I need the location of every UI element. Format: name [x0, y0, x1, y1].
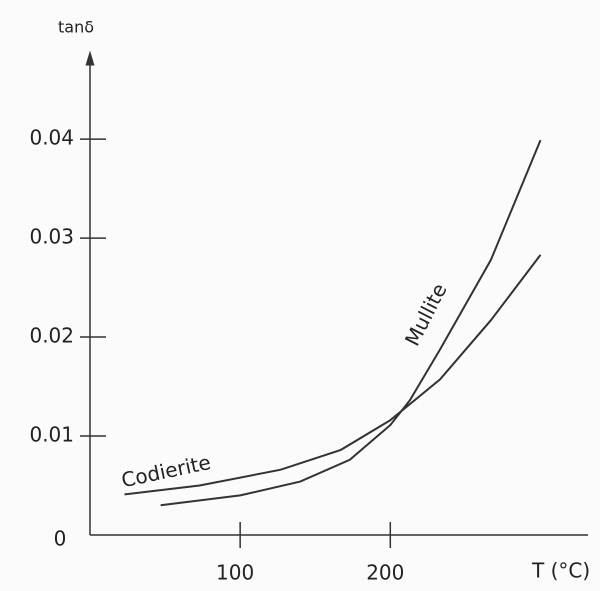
series-line — [161, 140, 541, 505]
y-tick-label: 0.03 — [29, 225, 74, 249]
x-axis-label: T (°C) — [531, 559, 590, 583]
chart: tanδ T (°C) 00.010.020.030.04100200Codie… — [0, 0, 600, 587]
page: tanδ T (°C) 00.010.020.030.04100200Codie… — [0, 0, 600, 591]
x-tick-label: 100 — [216, 561, 254, 585]
x-tick-label: 200 — [366, 561, 404, 585]
series-label: Mullite — [400, 279, 452, 349]
y-axis-label: tanδ — [58, 18, 94, 37]
y-tick-label: 0.01 — [29, 423, 74, 447]
y-tick-label: 0.04 — [29, 126, 74, 150]
y-tick-label: 0 — [54, 527, 67, 551]
y-tick-label: 0.02 — [29, 324, 74, 348]
